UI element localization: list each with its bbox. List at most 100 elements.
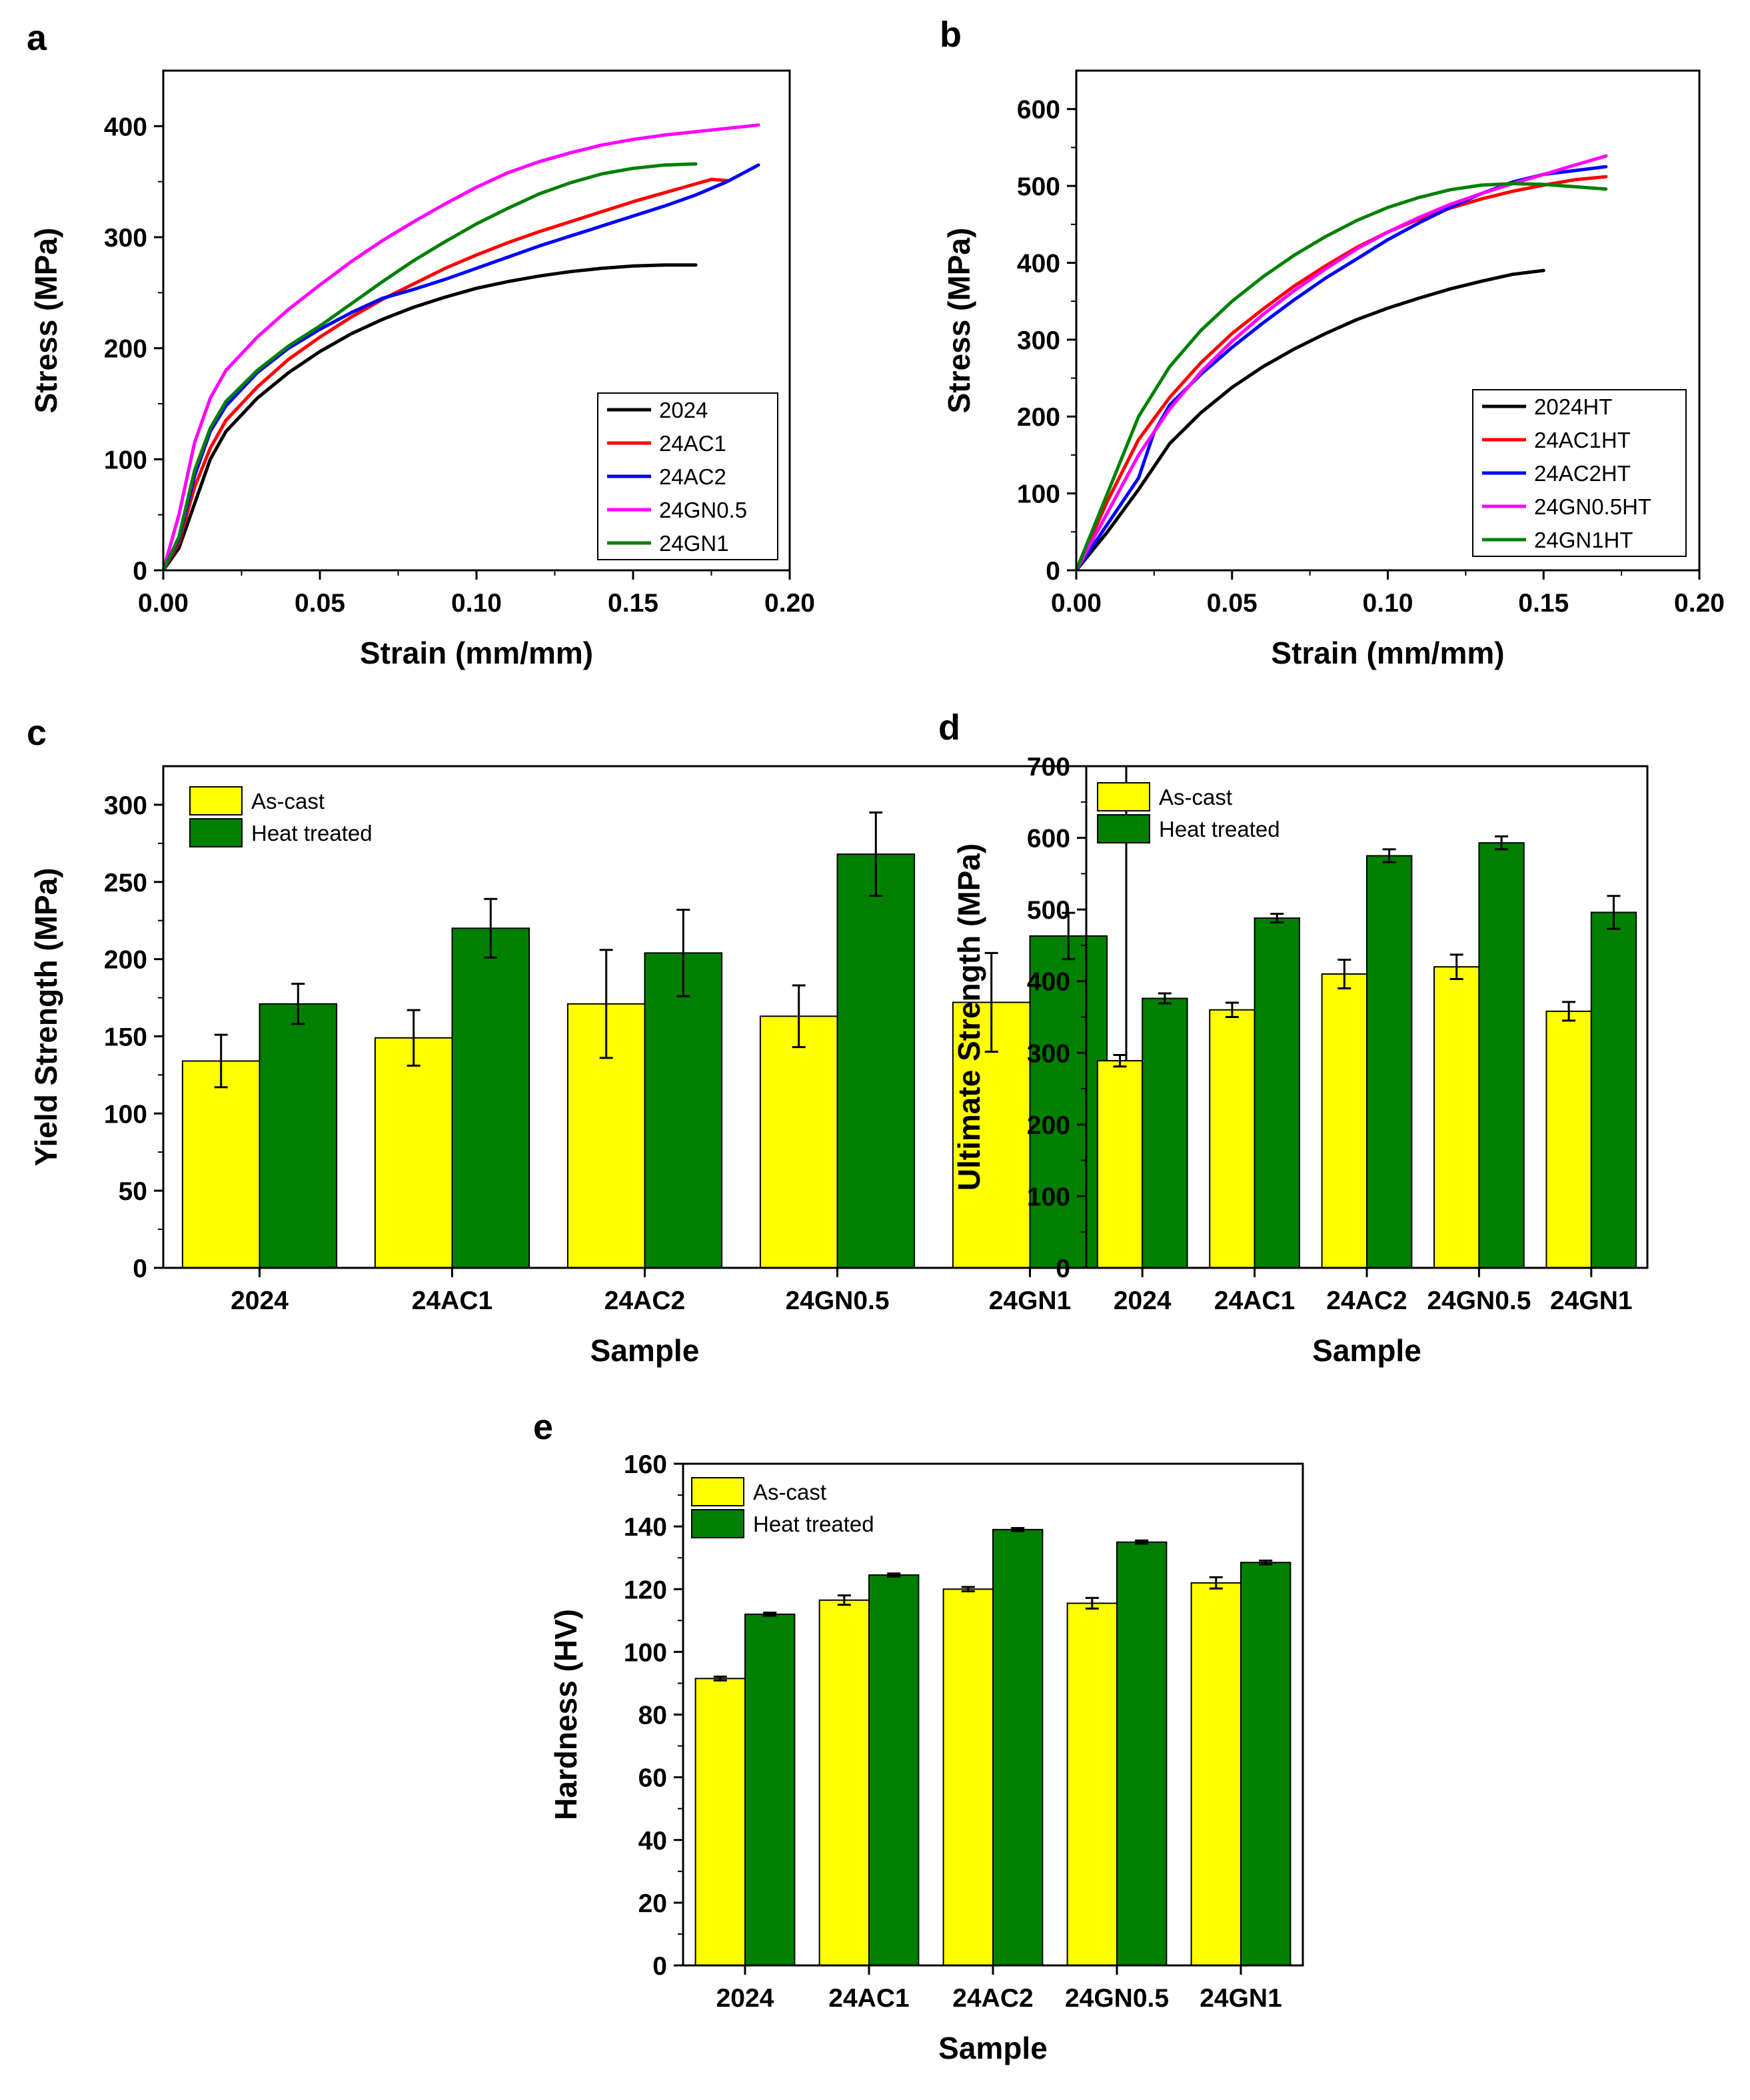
legend-label-24GN1: 24GN1 — [659, 531, 729, 556]
x-tick-label: 2024 — [231, 1287, 289, 1315]
error-bar-As-cast-24AC1 — [407, 1009, 421, 1067]
chart-panel-a: a 0 100 200 300 400 0.00 0.05 0.10 0.15 0.20 2024 24… — [27, 18, 815, 670]
y-axis-title: Ultimate Strength (MPa) — [952, 843, 986, 1191]
y-tick-label: 300 — [1017, 326, 1060, 355]
panel-letter: e — [533, 1407, 553, 1447]
legend-label-Heat treated: Heat treated — [251, 821, 373, 845]
x-tick-label: 24GN0.5 — [1427, 1287, 1531, 1315]
error-bar-As-cast-24AC1 — [837, 1594, 851, 1606]
legend-label-Heat treated: Heat treated — [1159, 817, 1280, 841]
x-tick-label: 0.20 — [1674, 589, 1725, 618]
error-bar-As-cast-24AC1 — [1225, 1001, 1239, 1018]
chart-panel-c: c 0 50 100 150 200 250 300 2024 24AC1 24AC2 24GN0.5… — [27, 713, 1128, 1368]
bar-Heat treated-24AC1 — [868, 1574, 920, 1966]
panel-letter: c — [27, 713, 47, 753]
x-tick-label: 24AC2 — [1326, 1287, 1407, 1315]
chart-panel-b: b 0 100 200 300 400 500 600 0.00 0.05 0.10 0.15 0.20… — [940, 15, 1725, 670]
x-tick-label: 24AC2 — [604, 1287, 685, 1315]
x-axis-title: Strain (mm/mm) — [360, 636, 593, 670]
bar-As-cast-24GN0.5 — [759, 1015, 838, 1269]
legend-swatch-Heat treated — [1097, 814, 1150, 843]
y-tick-label: 300 — [1027, 1039, 1070, 1068]
y-axis-title: Yield Strength (MPa) — [29, 867, 63, 1166]
y-tick-label: 40 — [638, 1827, 667, 1855]
x-tick-label: 24GN0.5 — [785, 1287, 889, 1315]
bar-As-cast-24AC1 — [1209, 1009, 1256, 1269]
error-bar-Heat treated-24AC1 — [1270, 913, 1284, 924]
bar-As-cast-24GN0.5 — [1433, 966, 1480, 1269]
plot-frame — [1085, 765, 1649, 1269]
y-axis-title: Stress (MPa) — [29, 228, 63, 414]
y-axis-title: Hardness (HV) — [548, 1609, 583, 1820]
y-tick-label: 300 — [104, 791, 147, 820]
y-tick-label: 400 — [104, 113, 147, 141]
x-tick-label: 24AC1 — [1214, 1287, 1295, 1315]
series-line-24GN1HT — [1074, 182, 1608, 572]
bar-Heat treated-24AC2 — [644, 952, 723, 1269]
plot-frame — [162, 765, 1128, 1269]
y-tick-label: 400 — [1027, 968, 1070, 997]
legend-label-24AC2: 24AC2 — [659, 464, 726, 489]
error-bar-As-cast-24GN1 — [1562, 1001, 1576, 1022]
error-bar-Heat treated-24AC1 — [484, 897, 498, 959]
bar-As-cast-2024 — [694, 1678, 746, 1967]
legend-label-24GN0.5HT: 24GN0.5HT — [1534, 494, 1651, 519]
x-axis-title: Sample — [1312, 1333, 1421, 1368]
y-tick-label: 100 — [1017, 480, 1060, 509]
legend-swatch-Heat treated — [691, 1509, 744, 1538]
bar-As-cast-2024 — [1096, 1060, 1144, 1269]
y-tick-label: 0 — [1056, 1255, 1070, 1283]
x-tick-label: 0.00 — [1051, 589, 1102, 618]
y-axis-title: Stress (MPa) — [942, 228, 976, 414]
legend-label-24GN0.5: 24GN0.5 — [659, 498, 747, 522]
bar-Heat treated-24GN0.5 — [836, 853, 916, 1269]
legend-label-2024: 2024 — [659, 398, 708, 422]
y-tick-label: 500 — [1017, 173, 1060, 201]
y-tick-label: 200 — [1027, 1111, 1070, 1140]
series-line-2024 — [161, 263, 698, 572]
error-bar-Heat treated-24AC2 — [1382, 848, 1396, 863]
bar-Heat treated-24AC2 — [1366, 855, 1413, 1269]
bar-Heat treated-24AC1 — [451, 927, 530, 1269]
y-tick-label: 400 — [1017, 249, 1060, 278]
bar-Heat treated-24AC2 — [992, 1528, 1044, 1967]
error-bar-Heat treated-24GN0.5 — [1495, 835, 1509, 851]
error-bar-Heat treated-24AC2 — [676, 908, 690, 997]
x-tick-label: 24GN0.5 — [1065, 1984, 1169, 2013]
y-tick-label: 100 — [624, 1638, 667, 1667]
y-tick-label: 100 — [104, 446, 147, 474]
legend-label-24GN1HT: 24GN1HT — [1534, 528, 1633, 552]
error-bar-As-cast-2024 — [214, 1033, 228, 1089]
bar-As-cast-24AC2 — [942, 1588, 994, 1966]
y-tick-label: 50 — [119, 1177, 147, 1206]
error-bar-Heat treated-24GN1 — [1607, 895, 1621, 930]
bar-Heat treated-2024 — [259, 1003, 338, 1269]
error-bar-Heat treated-24GN1 — [1259, 1559, 1273, 1566]
panel-letter: b — [940, 15, 962, 55]
bar-Heat treated-24GN0.5 — [1116, 1541, 1168, 1966]
legend-label-Heat treated: Heat treated — [753, 1512, 874, 1536]
bar-Heat treated-24GN1 — [1590, 911, 1637, 1269]
error-bar-Heat treated-24GN0.5 — [869, 811, 883, 897]
error-bar-As-cast-2024 — [713, 1676, 727, 1682]
bar-As-cast-24GN1 — [1190, 1582, 1242, 1966]
panel-letter: a — [27, 18, 47, 58]
legend-swatch-As-cast — [189, 786, 243, 815]
series-line-24GN1 — [161, 162, 698, 572]
bar-Heat treated-2024 — [744, 1613, 796, 1966]
x-axis-title: Sample — [590, 1333, 700, 1368]
x-tick-label: 0.20 — [764, 589, 815, 618]
series-line-24AC1 — [161, 177, 729, 572]
legend-label-24AC2HT: 24AC2HT — [1534, 461, 1631, 486]
y-tick-label: 200 — [104, 946, 147, 975]
y-tick-label: 300 — [104, 224, 147, 253]
legend-label-2024HT: 2024HT — [1534, 394, 1612, 419]
error-bar-As-cast-24AC2 — [599, 949, 613, 1059]
legend-label-As-cast: As-cast — [251, 789, 325, 813]
x-axis-title: Strain (mm/mm) — [1271, 636, 1504, 670]
error-bar-Heat treated-2024 — [1158, 992, 1172, 1005]
series-line-24AC2 — [161, 163, 760, 572]
bar-Heat treated-24GN0.5 — [1478, 842, 1525, 1269]
error-bar-As-cast-2024 — [1113, 1054, 1127, 1068]
error-bar-As-cast-24GN0.5 — [1449, 953, 1463, 980]
